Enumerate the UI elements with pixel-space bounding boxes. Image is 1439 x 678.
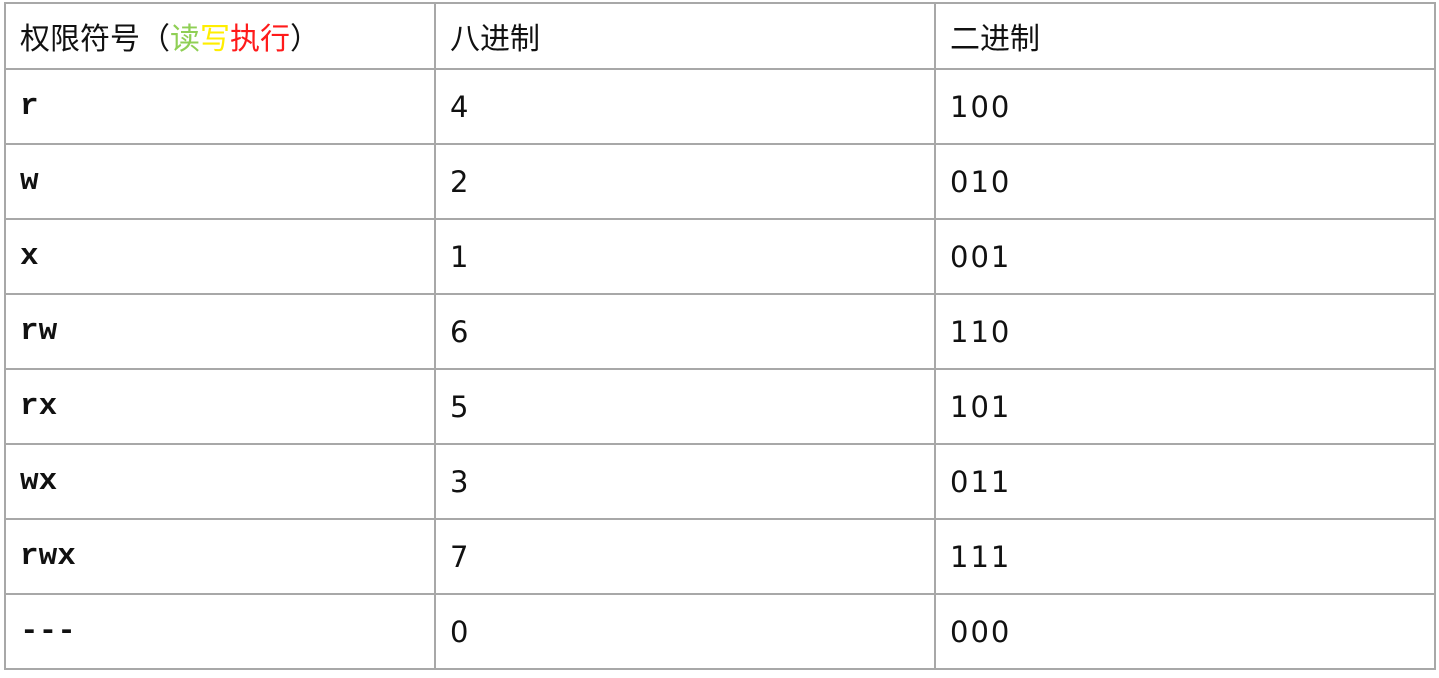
cell-octal: 4 bbox=[434, 68, 936, 145]
header-execute: 执行 bbox=[230, 22, 290, 57]
cell-symbol: r bbox=[4, 68, 436, 145]
header-prefix: 权限符号（ bbox=[20, 22, 170, 57]
cell-octal: 0 bbox=[434, 593, 936, 670]
cell-octal: 3 bbox=[434, 443, 936, 520]
cell-binary: 111 bbox=[934, 518, 1436, 595]
table-row: rw 6 110 bbox=[4, 293, 1436, 370]
header-octal: 八进制 bbox=[434, 2, 936, 70]
cell-symbol: x bbox=[4, 218, 436, 295]
cell-binary: 001 bbox=[934, 218, 1436, 295]
cell-octal: 2 bbox=[434, 143, 936, 220]
table-row: r 4 100 bbox=[4, 68, 1436, 145]
header-suffix: ） bbox=[290, 22, 320, 57]
cell-octal: 6 bbox=[434, 293, 936, 370]
cell-symbol: rx bbox=[4, 368, 436, 445]
permissions-table: 权限符号（读写执行） 八进制 二进制 r 4 100 w 2 010 x 1 001 rw 6 110… bbox=[4, 2, 1436, 670]
header-permission-symbol: 权限符号（读写执行） bbox=[4, 2, 436, 70]
cell-binary: 100 bbox=[934, 68, 1436, 145]
header-binary: 二进制 bbox=[934, 2, 1436, 70]
cell-binary: 000 bbox=[934, 593, 1436, 670]
cell-octal: 7 bbox=[434, 518, 936, 595]
cell-octal: 1 bbox=[434, 218, 936, 295]
table-row: rx 5 101 bbox=[4, 368, 1436, 445]
cell-binary: 010 bbox=[934, 143, 1436, 220]
header-row: 权限符号（读写执行） 八进制 二进制 bbox=[4, 2, 1436, 70]
cell-symbol: wx bbox=[4, 443, 436, 520]
table-row: wx 3 011 bbox=[4, 443, 1436, 520]
header-read: 读 bbox=[170, 22, 200, 57]
cell-octal: 5 bbox=[434, 368, 936, 445]
header-write: 写 bbox=[200, 22, 230, 57]
cell-binary: 101 bbox=[934, 368, 1436, 445]
table-row: w 2 010 bbox=[4, 143, 1436, 220]
table-row: --- 0 000 bbox=[4, 593, 1436, 670]
cell-binary: 110 bbox=[934, 293, 1436, 370]
cell-binary: 011 bbox=[934, 443, 1436, 520]
cell-symbol: rw bbox=[4, 293, 436, 370]
cell-symbol: w bbox=[4, 143, 436, 220]
cell-symbol: --- bbox=[4, 593, 436, 670]
cell-symbol: rwx bbox=[4, 518, 436, 595]
table-row: x 1 001 bbox=[4, 218, 1436, 295]
table-row: rwx 7 111 bbox=[4, 518, 1436, 595]
